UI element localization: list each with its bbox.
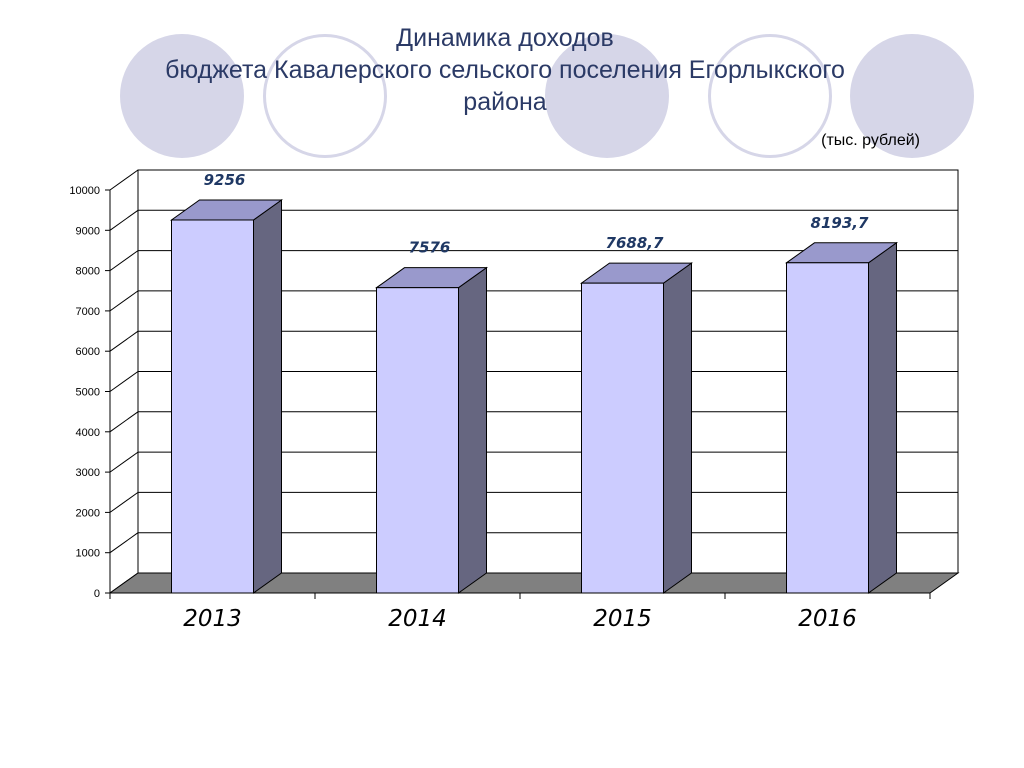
y-tick-label: 1000	[76, 548, 100, 560]
side-grid-line	[109, 169, 139, 191]
chart-title: Динамика доходов бюджета Кавалерского се…	[90, 22, 920, 118]
y-tick-label: 0	[94, 588, 100, 600]
y-tick-label: 5000	[76, 387, 100, 399]
y-tick-label: 2000	[76, 507, 100, 519]
x-tick-label: 2014	[388, 606, 447, 632]
title-line-3: района	[463, 88, 547, 116]
decor-circle-2	[263, 34, 387, 158]
bar	[171, 219, 254, 594]
side-grid-line	[109, 411, 139, 433]
y-tick-label: 10000	[69, 185, 100, 197]
bar-side	[868, 241, 897, 594]
y-tick-label: 3000	[76, 467, 100, 479]
data-label: 7688,7	[606, 234, 664, 252]
decor-circle-3	[545, 34, 669, 158]
side-grid-line	[109, 290, 139, 312]
side-grid-line	[109, 250, 139, 272]
side-grid-line	[109, 532, 139, 554]
data-label: 7576	[409, 239, 451, 257]
y-tick-label: 6000	[76, 346, 100, 358]
bar	[581, 282, 664, 594]
y-tick-label: 9000	[76, 225, 100, 237]
side-grid-line	[109, 209, 139, 231]
x-tick-label: 2016	[798, 606, 857, 632]
x-tick-label: 2013	[183, 606, 242, 632]
decor-circle-5	[850, 34, 974, 158]
title-line-1: Динамика доходов	[396, 24, 614, 52]
y-tick-label: 4000	[76, 427, 100, 439]
side-grid-line	[109, 491, 139, 513]
decor-circle-1	[120, 34, 244, 158]
bar-side	[253, 199, 282, 594]
title-line-2: бюджета Кавалерского сельского поселения…	[165, 56, 845, 84]
decor-circle-4	[708, 34, 832, 158]
side-grid-line	[109, 330, 139, 352]
data-label: 8193,7	[811, 214, 869, 232]
bar	[786, 262, 869, 594]
side-grid-line	[109, 371, 139, 392]
bar	[376, 287, 459, 594]
units-label: (тыс. рублей)	[821, 132, 920, 149]
data-label: 9256	[204, 171, 246, 189]
y-tick-label: 8000	[76, 266, 100, 278]
bar-side	[458, 266, 487, 594]
side-grid-line	[109, 451, 139, 473]
y-tick-label: 7000	[76, 306, 100, 318]
bar-side	[663, 262, 692, 594]
x-tick-label: 2015	[593, 606, 652, 632]
